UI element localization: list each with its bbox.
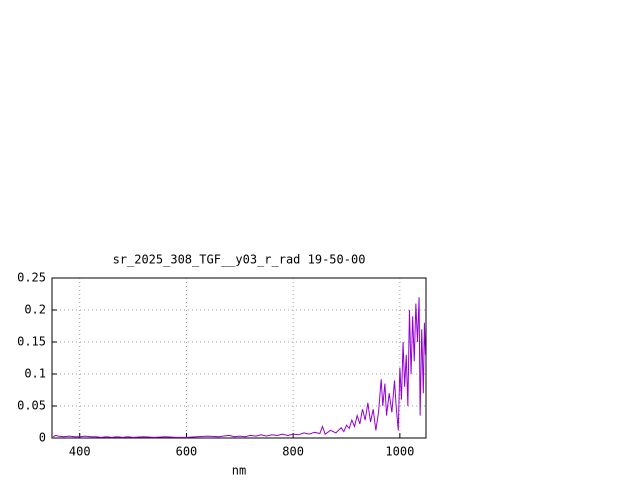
- y-tick-label: 0.1: [24, 367, 46, 381]
- x-tick-label: 800: [282, 445, 304, 459]
- y-tick-label: 0.2: [24, 303, 46, 317]
- y-tick-label: 0: [39, 431, 46, 445]
- y-tick-label: 0.25: [17, 271, 46, 285]
- chart-title: sr_2025_308_TGF__y03_r_rad 19-50-00: [113, 253, 366, 267]
- x-tick-label: 600: [176, 445, 198, 459]
- y-tick-label: 0.05: [17, 399, 46, 413]
- plot-frame: [51, 277, 427, 439]
- y-tick-label: 0.15: [17, 335, 46, 349]
- x-tick-label: 400: [69, 445, 91, 459]
- x-axis-label: nm: [232, 464, 246, 478]
- data-line: [52, 297, 426, 438]
- x-tick-label: 1000: [385, 445, 414, 459]
